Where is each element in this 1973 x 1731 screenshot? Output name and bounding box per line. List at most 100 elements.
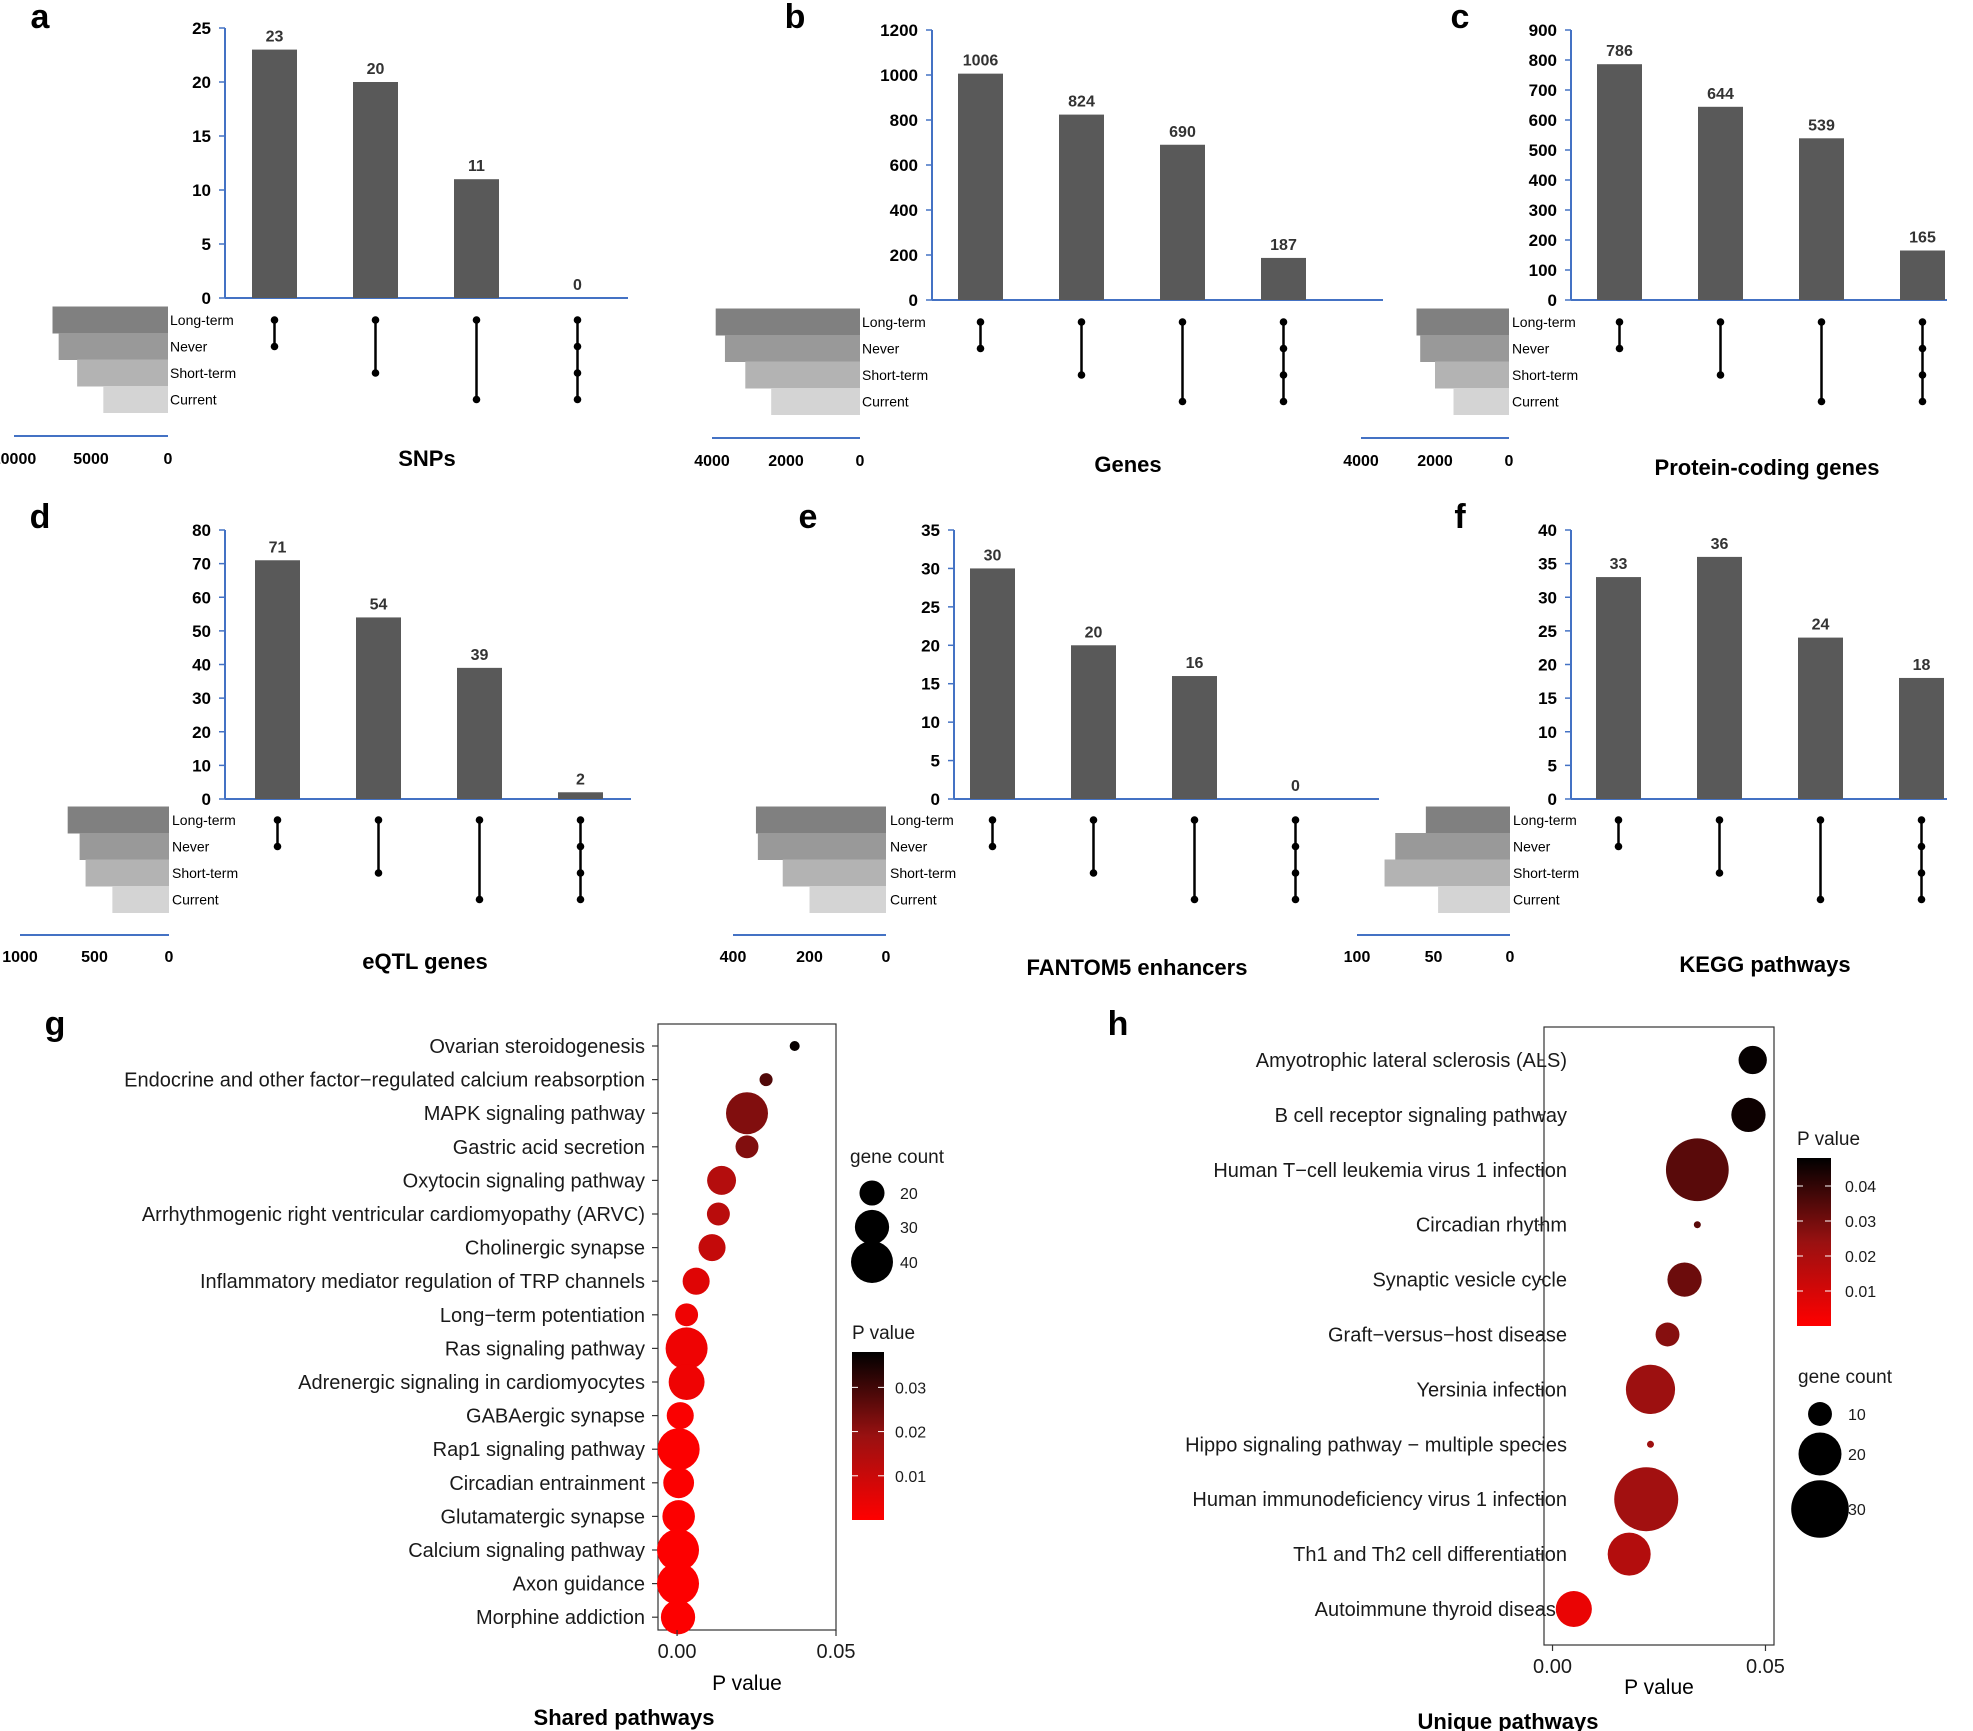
y-tick-label: 100 [1529, 261, 1557, 280]
matrix-dot [1715, 816, 1724, 824]
bubble-point [1731, 1097, 1766, 1133]
y-tick-label: 30 [1538, 588, 1557, 607]
bubble-point [1693, 1221, 1701, 1229]
size-legend-label: 30 [1848, 1502, 1866, 1519]
matrix-dot [1917, 869, 1926, 877]
matrix-dot [1279, 371, 1288, 379]
matrix-dot [1089, 869, 1098, 877]
bar-intersection-1 [970, 568, 1015, 799]
color-legend-gradient [1797, 1158, 1831, 1326]
pathway-label: Synaptic vesicle cycle [1372, 1270, 1567, 1292]
matrix-dot [573, 369, 582, 377]
panel-title: Shared pathways [534, 1705, 715, 1730]
color-legend-label: 0.03 [1845, 1214, 1876, 1231]
matrix-dot [1918, 318, 1927, 326]
matrix-dot [374, 869, 383, 877]
size-legend-dot [1808, 1402, 1832, 1426]
pathway-label: MAPK signaling pathway [424, 1103, 645, 1125]
y-tick-label: 700 [1529, 81, 1557, 100]
panel-letter: g [45, 1005, 66, 1043]
y-tick-label: 50 [192, 622, 211, 641]
panel-letter: h [1108, 1005, 1129, 1043]
y-tick-label: 25 [1538, 622, 1557, 641]
bar-value-label: 71 [269, 539, 287, 556]
bar-intersection-1 [1597, 64, 1642, 300]
bar-value-label: 18 [1913, 657, 1931, 674]
pathway-label: Morphine addiction [476, 1607, 645, 1629]
bubble-point [1655, 1322, 1680, 1347]
bubble-point [662, 1500, 695, 1533]
set-label: Long-term [1513, 812, 1577, 828]
pathway-label: Graft−versus−host disease [1328, 1325, 1567, 1347]
panel-letter: e [799, 498, 818, 536]
matrix-dot [1917, 842, 1926, 851]
matrix-dot [1917, 816, 1926, 824]
set-size-bar-short-term [1435, 361, 1509, 389]
panel-title: Protein-coding genes [1655, 455, 1880, 480]
set-size-bar-never [1395, 833, 1510, 860]
bar-intersection-1 [252, 49, 297, 298]
upset-panel-e: e 0 5 10 15 20 25 30 35 30 20 16 0 Long-term Never Shor… [720, 498, 1379, 980]
matrix-dot [1279, 318, 1288, 326]
set-size-tick-label: 4000 [694, 453, 730, 470]
panel-title: KEGG pathways [1679, 952, 1850, 977]
bar-intersection-3 [454, 179, 499, 298]
matrix-dot [1178, 397, 1187, 406]
matrix-dot [576, 842, 585, 851]
panel-title: Genes [1094, 452, 1161, 477]
upset-panel-c: c 0 100 200 300 400 500 600 700 800 900 786 644 539 16… [1343, 0, 1947, 480]
y-tick-label: 500 [1529, 141, 1557, 160]
panel-letter: b [785, 0, 806, 36]
matrix-dot [1715, 869, 1724, 877]
y-tick-label: 40 [192, 656, 211, 675]
bar-intersection-4 [1899, 677, 1944, 799]
size-legend-label: 30 [900, 1220, 918, 1237]
set-size-bar-current [809, 886, 886, 913]
matrix-dot [576, 816, 585, 824]
bubble-point [1614, 1467, 1679, 1532]
bar-intersection-3 [1172, 676, 1217, 799]
set-size-bar-short-term [77, 359, 168, 387]
y-tick-label: 600 [1529, 111, 1557, 130]
bubble-panel-h: h Amyotrophic lateral sclerosis (ALS) B ce… [1108, 1005, 1893, 1731]
x-tick-label: 0.05 [1746, 1656, 1785, 1678]
y-tick-label: 10 [192, 756, 211, 775]
bubble-point [735, 1135, 759, 1159]
y-tick-label: 70 [192, 555, 211, 574]
pathway-label: Axon guidance [513, 1574, 645, 1596]
matrix-dot [573, 395, 582, 404]
panel-letter: c [1451, 0, 1470, 36]
set-size-tick-label: 10000 [0, 451, 36, 468]
y-tick-label: 0 [202, 289, 211, 308]
set-size-tick-label: 400 [720, 949, 747, 966]
y-tick-label: 10 [192, 181, 211, 200]
matrix-dot [1291, 895, 1300, 904]
bubble-point [657, 1529, 700, 1571]
set-size-bar-long-term [1416, 308, 1509, 336]
matrix-dot [1716, 371, 1725, 379]
y-tick-label: 25 [921, 598, 940, 617]
pathway-label: Glutamatergic synapse [440, 1506, 645, 1528]
set-size-tick-label: 0 [1506, 949, 1515, 966]
bar-value-label: 690 [1169, 124, 1196, 141]
set-size-bar-current [112, 886, 169, 913]
x-tick-label: 0.00 [1533, 1656, 1572, 1678]
bar-value-label: 16 [1186, 655, 1204, 672]
set-size-bar-short-term [85, 859, 169, 887]
set-size-bar-long-term [755, 806, 886, 834]
plot-frame [1543, 1026, 1775, 1646]
panel-letter: f [1454, 498, 1466, 536]
color-legend-label: 0.02 [895, 1425, 926, 1442]
bubble-point [665, 1327, 708, 1370]
bubble-point [1738, 1045, 1767, 1075]
bubble-point [660, 1600, 696, 1635]
matrix-dot [1614, 842, 1623, 851]
set-label: Current [862, 394, 909, 410]
color-legend-title: P value [1797, 1129, 1860, 1150]
color-legend-label: 0.03 [895, 1380, 926, 1397]
y-tick-label: 5 [202, 235, 211, 254]
matrix-dot [472, 395, 481, 404]
matrix-dot [270, 342, 279, 351]
set-size-tick-label: 0 [165, 949, 174, 966]
